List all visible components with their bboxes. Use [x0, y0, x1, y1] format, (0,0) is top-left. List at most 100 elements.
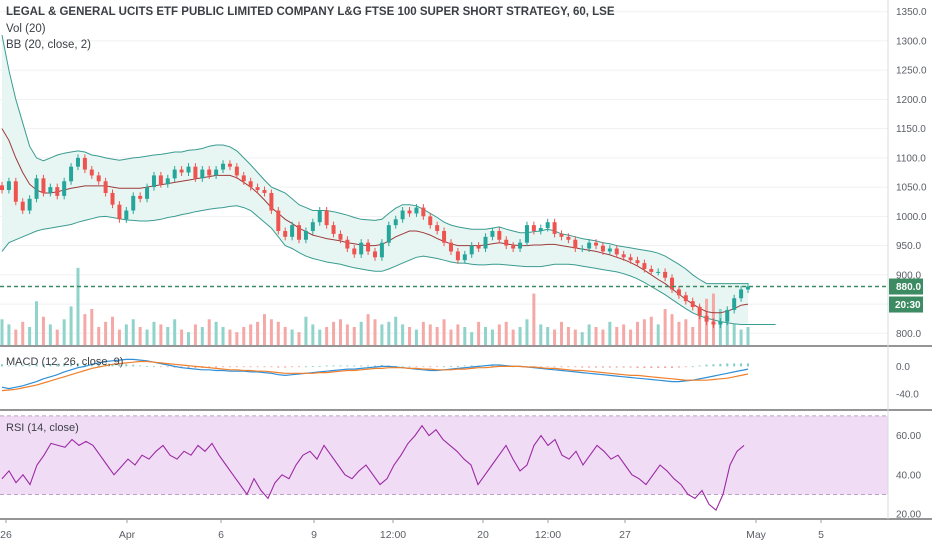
volume-bar	[325, 327, 329, 345]
volume-indicator-label[interactable]: Vol (20)	[6, 23, 46, 35]
volume-bar	[28, 327, 32, 345]
candle-body	[165, 178, 170, 185]
macd-histogram-bar	[588, 366, 591, 368]
macd-indicator-label[interactable]: MACD (12, 26, close, 9)	[6, 356, 124, 368]
macd-histogram-bar	[747, 363, 749, 367]
candle-body	[538, 228, 543, 231]
macd-histogram-bar	[380, 365, 383, 367]
candle-body	[594, 242, 599, 246]
candle-body	[290, 225, 295, 237]
candle-body	[642, 263, 647, 269]
candle-body	[393, 219, 398, 226]
volume-bar	[587, 324, 591, 345]
macd-histogram-bar	[740, 363, 743, 367]
volume-bar	[187, 332, 190, 345]
candle-body	[110, 192, 115, 205]
candle-body	[566, 236, 571, 240]
candle-body	[697, 306, 702, 316]
volume-bar	[511, 329, 515, 345]
macd-histogram-bar	[671, 366, 674, 369]
volume-bar	[304, 316, 308, 345]
volume-bar	[131, 319, 135, 345]
macd-histogram-bar	[705, 364, 708, 367]
candle-body	[324, 210, 329, 226]
candle-body	[0, 185, 4, 191]
candle-body	[670, 277, 675, 290]
macd-histogram-bar	[152, 366, 155, 368]
candle-body	[531, 225, 536, 231]
volume-bar	[684, 319, 688, 345]
macd-histogram-bar	[42, 363, 45, 367]
candle-body	[103, 181, 108, 193]
volume-bar	[746, 327, 750, 345]
candle-body	[649, 268, 654, 272]
price-tick-label: 1200.0	[896, 95, 927, 106]
macd-histogram-bar	[560, 366, 563, 368]
volume-bar	[152, 321, 156, 345]
candle-body	[414, 207, 419, 214]
macd-histogram-bar	[443, 366, 446, 368]
price-pane[interactable]	[0, 11, 888, 345]
macd-histogram-bar	[733, 363, 736, 367]
candle-body	[6, 181, 11, 191]
candle-body	[739, 289, 744, 299]
time-tick-label: 27	[619, 529, 631, 541]
volume-bar	[207, 319, 211, 345]
candle-body	[151, 175, 156, 188]
macd-pane[interactable]	[1, 358, 749, 392]
volume-bar	[311, 324, 315, 345]
volume-bar	[394, 316, 398, 345]
candle-body	[345, 239, 350, 249]
macd-histogram-bar	[615, 366, 618, 368]
price-tick-label: 1150.0	[896, 124, 926, 135]
rsi-indicator-label[interactable]: RSI (14, close)	[6, 422, 79, 434]
candle-body	[725, 309, 730, 322]
candle-body	[262, 190, 267, 193]
time-tick-label: 9	[311, 529, 317, 541]
macd-histogram-bar	[643, 366, 646, 369]
macd-histogram-bar	[491, 365, 494, 367]
volume-bar	[366, 314, 370, 345]
macd-histogram-bar	[249, 366, 252, 368]
macd-histogram-bar	[298, 366, 301, 368]
rsi-pane[interactable]	[0, 415, 888, 511]
candle-body	[317, 210, 322, 223]
macd-histogram-bar	[664, 366, 667, 369]
time-tick-label: 12:00	[380, 529, 406, 541]
time-axis[interactable]: 26 Apr 6 9 12:00 20 12:00 27 May 5	[0, 519, 824, 541]
macd-histogram-bar	[166, 366, 169, 368]
volume-bar	[421, 321, 425, 345]
price-axis[interactable]: 1350.0 1300.0 1250.0 1200.0 1150.0 1100.0 1050…	[0, 0, 932, 521]
candle-body	[179, 169, 184, 173]
candle-body	[476, 245, 481, 249]
candle-body	[683, 295, 688, 302]
volume-bar	[359, 321, 363, 345]
volume-bar	[83, 314, 87, 345]
macd-histogram-bar	[291, 366, 294, 368]
volume-bar	[525, 319, 529, 345]
macd-histogram-bar	[7, 365, 10, 367]
macd-histogram-bar	[719, 363, 722, 367]
candle-body	[366, 242, 371, 252]
candle-body	[82, 157, 87, 170]
candle-body	[524, 225, 529, 243]
candle-body	[214, 169, 219, 176]
macd-histogram-bar	[436, 366, 439, 368]
rsi-tick-label: 20.00	[896, 510, 921, 521]
volume-bar	[159, 324, 163, 345]
macd-histogram-bar	[657, 366, 660, 369]
macd-histogram-bar	[132, 364, 135, 367]
time-tick-label: 20	[477, 529, 489, 541]
candle-body	[587, 242, 592, 249]
bollinger-indicator-label[interactable]: BB (20, close, 2)	[6, 39, 92, 51]
volume-bar	[145, 329, 149, 345]
candle-body	[13, 181, 18, 202]
volume-bar	[228, 329, 232, 345]
macd-histogram-bar	[304, 366, 307, 368]
candle-body	[241, 175, 246, 182]
volume-bar	[380, 324, 384, 345]
macd-histogram-bar	[187, 366, 190, 369]
macd-histogram-bar	[325, 365, 328, 367]
volume-bar	[262, 314, 266, 345]
